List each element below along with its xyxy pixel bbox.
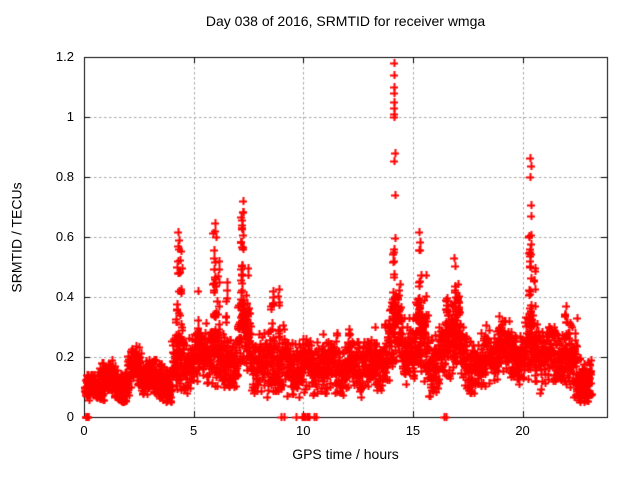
y-tick-label: 0.4 bbox=[55, 289, 74, 304]
chart-title: Day 038 of 2016, SRMTID for receiver wmg… bbox=[205, 13, 486, 29]
y-tick-label: 1.2 bbox=[55, 49, 74, 64]
x-axis-label: GPS time / hours bbox=[292, 446, 399, 462]
x-tick-label: 10 bbox=[296, 423, 311, 438]
x-tick-label: 20 bbox=[515, 423, 530, 438]
x-tick-label: 5 bbox=[190, 423, 198, 438]
y-tick-label: 0.2 bbox=[55, 349, 74, 364]
y-tick-label: 0.8 bbox=[55, 169, 74, 184]
y-tick-label: 1 bbox=[66, 109, 74, 124]
y-tick-label: 0 bbox=[66, 409, 74, 424]
x-tick-label: 15 bbox=[405, 423, 421, 438]
x-tick-label: 0 bbox=[80, 423, 88, 438]
y-tick-label: 0.6 bbox=[55, 229, 74, 244]
